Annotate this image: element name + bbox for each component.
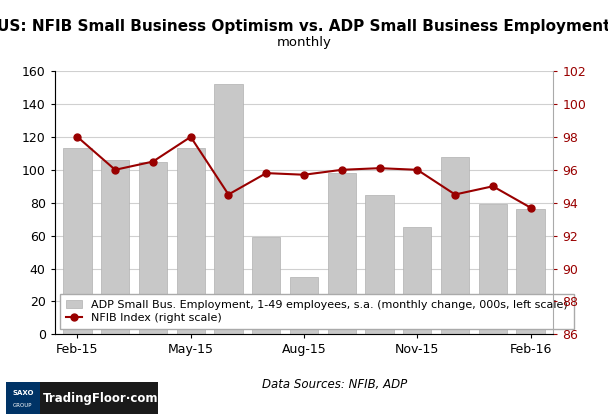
Text: TradingFloor·com: TradingFloor·com [43,392,158,405]
Bar [328,173,356,334]
Text: monthly: monthly [277,36,331,48]
Text: SAXO: SAXO [12,390,33,396]
Bar [63,148,92,334]
Bar [214,84,243,334]
Bar [139,162,167,334]
Bar [478,204,507,334]
Bar [365,194,394,334]
Bar [101,160,130,334]
Bar [516,209,545,334]
Bar [176,148,205,334]
Text: US: NFIB Small Business Optimism vs. ADP Small Business Employment: US: NFIB Small Business Optimism vs. ADP… [0,19,608,34]
Bar [252,237,280,334]
Text: GROUP: GROUP [13,403,33,408]
Text: Data Sources: NFIB, ADP: Data Sources: NFIB, ADP [262,378,407,391]
Bar [403,227,432,334]
Bar [290,277,318,334]
Bar [441,157,469,334]
Legend: ADP Small Bus. Employment, 1-49 employees, s.a. (monthly change, 000s, left scal: ADP Small Bus. Employment, 1-49 employee… [60,294,574,329]
